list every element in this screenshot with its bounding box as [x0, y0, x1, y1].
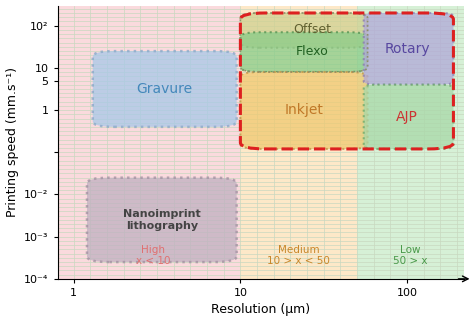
Y-axis label: Printing speed (mm.s⁻¹): Printing speed (mm.s⁻¹) — [6, 67, 18, 217]
Bar — [240, 5, 357, 279]
Text: Medium
10 > x < 50: Medium 10 > x < 50 — [267, 245, 330, 266]
Bar — [357, 5, 474, 279]
Text: Flexo: Flexo — [296, 45, 328, 58]
Text: Inkjet: Inkjet — [284, 103, 323, 118]
FancyBboxPatch shape — [364, 85, 454, 149]
Text: Offset: Offset — [293, 23, 331, 36]
Text: AJP: AJP — [396, 109, 418, 124]
Text: Gravure: Gravure — [137, 82, 193, 96]
FancyBboxPatch shape — [364, 13, 454, 85]
Text: Low
50 > x: Low 50 > x — [393, 245, 428, 266]
Text: Rotary: Rotary — [384, 42, 430, 56]
FancyBboxPatch shape — [240, 72, 367, 149]
FancyBboxPatch shape — [240, 32, 367, 72]
FancyBboxPatch shape — [87, 178, 237, 262]
X-axis label: Resolution (μm): Resolution (μm) — [211, 303, 310, 317]
FancyBboxPatch shape — [93, 51, 237, 127]
Bar — [58, 5, 240, 279]
Text: Nanoimprint
lithography: Nanoimprint lithography — [123, 209, 201, 231]
Text: High
x < 10: High x < 10 — [136, 245, 171, 266]
FancyBboxPatch shape — [240, 13, 367, 48]
